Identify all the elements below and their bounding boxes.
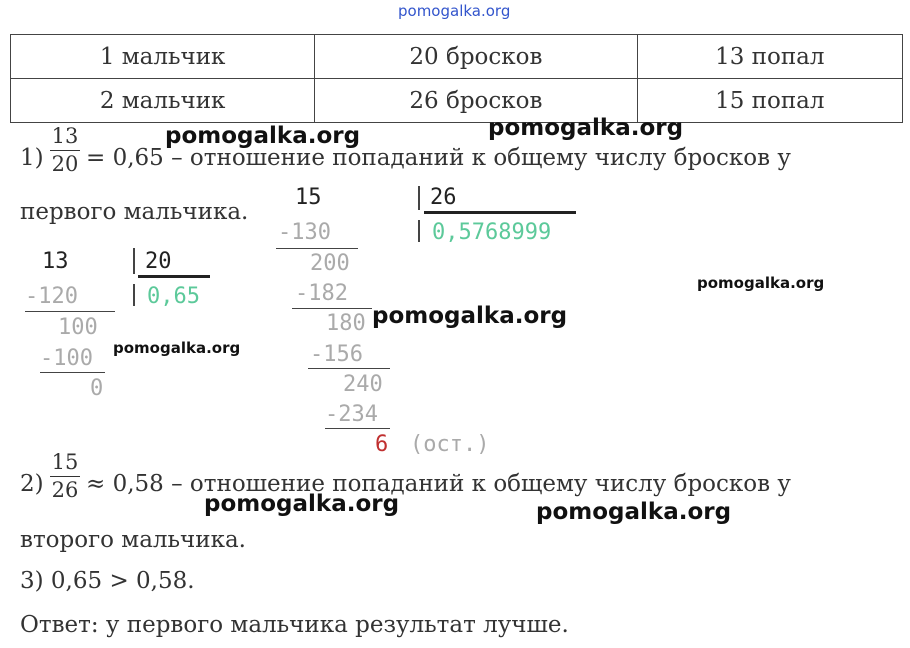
table-cell: 15 попал [636, 78, 904, 123]
div1-divisor: 20 [145, 249, 172, 274]
div2-line [276, 248, 358, 249]
fraction-denominator: 20 [51, 152, 79, 176]
watermark: pomogalka.org [488, 115, 684, 141]
div2-step: -182 [295, 281, 348, 306]
div2-vline [418, 186, 420, 210]
div1-dividend: 13 [42, 249, 69, 274]
div2-step: -130 [278, 220, 331, 245]
fraction-denominator: 26 [51, 478, 79, 502]
watermark: pomogalka.org [113, 339, 241, 357]
div2-line [325, 428, 390, 429]
div2-step: -156 [310, 342, 363, 367]
div2-remainder-label: (ост.) [410, 432, 490, 457]
div2-step: 180 [326, 311, 366, 336]
div1-step: 0 [90, 376, 104, 401]
watermark: pomogalka.org [536, 499, 732, 525]
div2-step: 240 [343, 372, 383, 397]
div2-line [292, 308, 372, 309]
step1-number: 1) [20, 145, 44, 171]
step2-text-cont: второго мальчика. [20, 527, 246, 553]
table-cell: 26 бросков [314, 78, 638, 123]
div1-step: -120 [25, 284, 78, 309]
table-row: 2 мальчик 26 бросков 15 попал [9, 78, 904, 123]
watermark: pomogalka.org [372, 303, 568, 329]
fraction-bar [50, 150, 80, 151]
step3-text: 3) 0,65 > 0,58. [20, 568, 195, 594]
fraction-numerator: 15 [51, 450, 79, 474]
step2-fraction: 15 26 [50, 452, 80, 501]
watermark: pomogalka.org [697, 274, 825, 292]
div1-line [25, 311, 115, 312]
table-cell: 20 бросков [314, 34, 638, 79]
div2-step: -234 [325, 402, 378, 427]
step1-fraction: 13 20 [50, 126, 80, 175]
div2-remainder: 6 [375, 432, 389, 457]
watermark: pomogalka.org [165, 123, 361, 149]
div1-divisor-line [138, 275, 210, 278]
table-row: 1 мальчик 20 бросков 13 попал [9, 34, 904, 79]
div1-step: -100 [40, 346, 93, 371]
div2-quotient: 0,5768999 [432, 220, 552, 245]
div1-vline [133, 248, 135, 274]
table-cell: 2 мальчик [9, 78, 316, 123]
data-table: 1 мальчик 20 бросков 13 попал 2 мальчик … [9, 34, 904, 123]
fraction-bar [50, 476, 80, 477]
table-cell: 13 попал [636, 34, 904, 79]
fraction-numerator: 13 [51, 124, 79, 148]
watermark-top: pomogalka.org [398, 2, 511, 20]
div1-step: 100 [58, 315, 98, 340]
answer-text: Ответ: у первого мальчика результат лучш… [20, 612, 569, 638]
div2-line [308, 368, 390, 369]
step2-number: 2) [20, 471, 44, 497]
table-cell: 1 мальчик [9, 34, 316, 79]
div2-divisor: 26 [430, 185, 457, 210]
step1-text: = 0,65 – отношение попаданий к общему чи… [86, 145, 791, 171]
div2-dividend: 15 [295, 185, 322, 210]
div2-vline [418, 220, 420, 242]
div1-quotient: 0,65 [147, 284, 200, 309]
step1-text-cont: первого мальчика. [20, 199, 249, 225]
div1-line [40, 372, 105, 373]
div2-divisor-line [424, 211, 576, 214]
div2-step: 200 [310, 251, 350, 276]
div1-vline [133, 284, 135, 306]
step2-text: ≈ 0,58 – отношение попаданий к общему чи… [86, 471, 791, 497]
watermark: pomogalka.org [204, 491, 400, 517]
